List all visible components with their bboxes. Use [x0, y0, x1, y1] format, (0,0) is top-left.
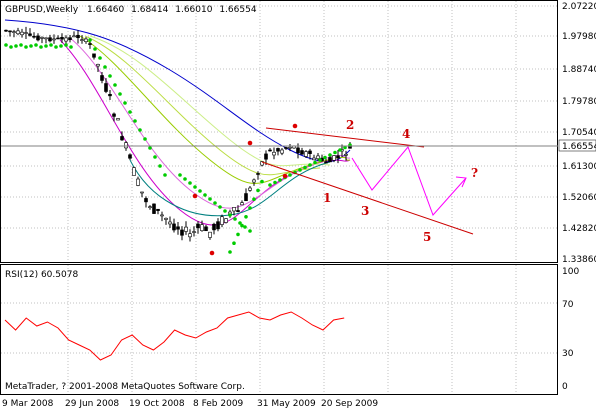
price-tick: 1.42820 — [562, 224, 596, 234]
wave-projection-path — [351, 146, 467, 216]
rsi-title: RSI(12) 60.5078 — [5, 270, 78, 280]
rsi-tick: 70 — [562, 300, 574, 310]
price-tick: 1.88740 — [562, 65, 596, 75]
rsi-tick: 30 — [562, 349, 574, 359]
rsi-axis: 100 70 30 0 — [562, 267, 579, 392]
price-tick: 1.33860 — [562, 255, 596, 265]
symbol-label: GBPUSD — [5, 5, 43, 15]
wave-label-4: 4 — [402, 127, 410, 141]
time-tick: 19 Oct 2008 — [129, 399, 185, 409]
parabolic-sar — [4, 38, 352, 256]
close-value: 1.66554 — [219, 5, 256, 15]
price-panel[interactable] — [0, 0, 558, 263]
current-price-box — [558, 139, 596, 152]
time-tick: 29 Jun 2008 — [65, 399, 119, 409]
current-price-label: 1.66554 — [562, 142, 596, 152]
copyright-text: MetaTrader, ? 2001-2008 MetaQuotes Softw… — [5, 382, 245, 392]
wave-label-1: 1 — [323, 191, 331, 205]
price-tick: 1.70540 — [562, 128, 596, 138]
wave-label-question: ? — [471, 166, 478, 180]
price-tick: 1.61300 — [562, 162, 596, 172]
upper-channel-line — [265, 127, 425, 148]
rsi-line — [4, 311, 345, 361]
rsi-tick: 0 — [562, 382, 568, 392]
wave-label-3: 3 — [361, 204, 369, 218]
price-tick: 1.97980 — [562, 32, 596, 42]
chart-header: GBPUSD,Weekly 1.66460 1.68414 1.66010 1.… — [5, 5, 257, 15]
price-candles — [4, 26, 352, 242]
price-tick: 2.07220 — [562, 2, 596, 12]
time-tick: 9 Mar 2008 — [2, 399, 54, 409]
open-value: 1.66460 — [87, 5, 124, 15]
high-value: 1.68414 — [131, 5, 168, 15]
time-tick: 20 Sep 2009 — [321, 399, 378, 409]
time-axis: 9 Mar 2008 29 Jun 2008 19 Oct 2008 8 Feb… — [2, 399, 378, 409]
projection-arrowhead — [455, 176, 467, 188]
wave-label-2: 2 — [346, 118, 354, 132]
low-value: 1.66010 — [175, 5, 212, 15]
time-tick: 31 May 2009 — [257, 399, 316, 409]
rsi-panel[interactable] — [0, 264, 558, 395]
grid-lines — [1, 1, 557, 394]
price-tick: 1.52060 — [562, 193, 596, 203]
time-tick: 8 Feb 2009 — [193, 399, 244, 409]
timeframe-label: Weekly — [46, 5, 79, 15]
price-tick: 1.79780 — [562, 97, 596, 107]
elliott-wave-annotation: 1 2 3 4 5 ? — [261, 118, 478, 244]
wave-label-5: 5 — [423, 230, 431, 244]
lower-channel-line — [261, 161, 474, 235]
price-axis: 2.07220 1.97980 1.88740 1.79780 1.70540 … — [558, 2, 596, 265]
rsi-tick: 100 — [562, 267, 579, 277]
